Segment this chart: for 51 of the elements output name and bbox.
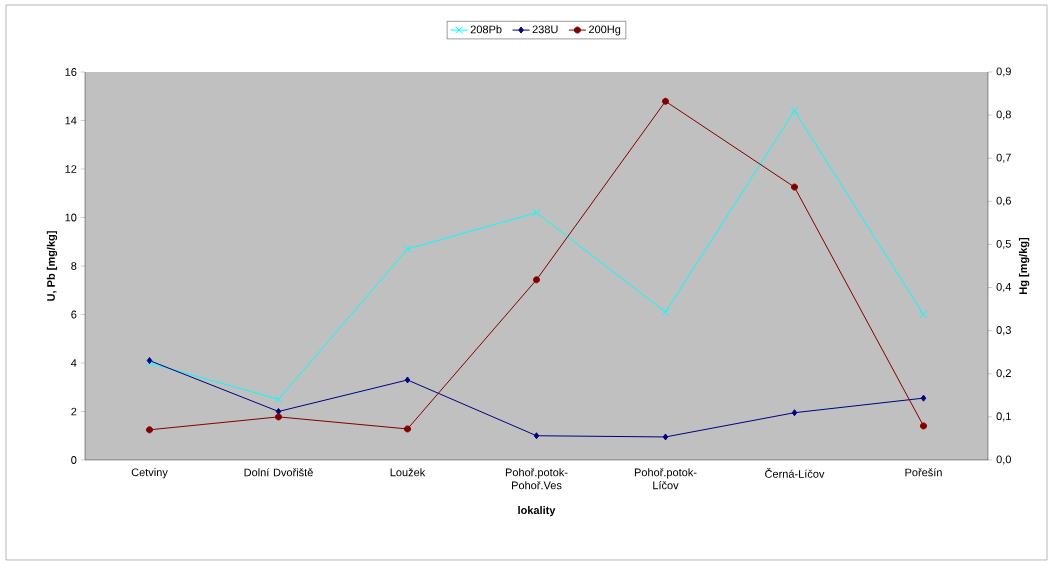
point [403,244,412,254]
x-axis-title: lokality [518,506,556,517]
y2-tick-label: 0,2 [996,369,1011,379]
x-tick-label: Pohoř.potok-Pohoř.Ves [505,468,568,490]
y2-tick-label: 0,5 [996,239,1011,249]
y-tick-label: 16 [65,68,77,76]
y-tick-label: 10 [65,213,77,222]
y2-tick-label: 0,9 [996,67,1011,77]
x-tick-label: Pořešín [905,468,942,477]
point [533,276,540,284]
point [274,395,283,404]
y2-tick-label: 0,7 [996,153,1011,163]
y-tick-label: 12 [65,165,77,173]
y-tick-label: 6 [71,310,77,319]
point [791,183,798,191]
point [532,208,541,217]
y2-tick-label: 0,0 [996,455,1011,465]
x-tick-label: Dolní Dvořiště [244,468,313,477]
y-tick-label: 14 [65,116,77,125]
legend-label: 208Pb [470,25,502,34]
point [662,97,669,105]
point [275,413,283,421]
point [790,106,799,115]
point [920,394,927,402]
legend-label: 238U [532,25,558,34]
point [791,409,798,417]
y-tick-label: 0 [71,456,77,464]
x-tick-label: Cetviny [131,468,168,479]
x-tick-label: Černá-Líčov [765,468,825,478]
legend-label: 200Hg [589,25,621,36]
y2-axis-title: Hg [mg/kg] [1018,237,1030,294]
y2-tick-label: 0,3 [996,326,1011,336]
y2-tick-label: 0,1 [996,412,1011,422]
point [662,433,669,441]
point [919,310,928,319]
point [661,308,670,317]
y-tick-label: 8 [71,262,77,270]
point [404,425,411,433]
x-tick-label: Loužek [390,468,426,477]
y-tick-label: 2 [71,407,77,416]
y-tick-label: 4 [71,359,77,367]
point [146,426,154,434]
point [920,422,927,430]
y2-tick-label: 0,8 [996,110,1011,120]
point [404,376,411,384]
y2-tick-label: 0,6 [996,196,1011,206]
point [275,407,282,415]
point [533,432,540,440]
y2-tick-label: 0,4 [996,283,1012,293]
x-tick-label: Pohoř.potok-Líčov [634,468,697,490]
y-axis-title: U, Pb [mg/kg] [46,231,58,301]
